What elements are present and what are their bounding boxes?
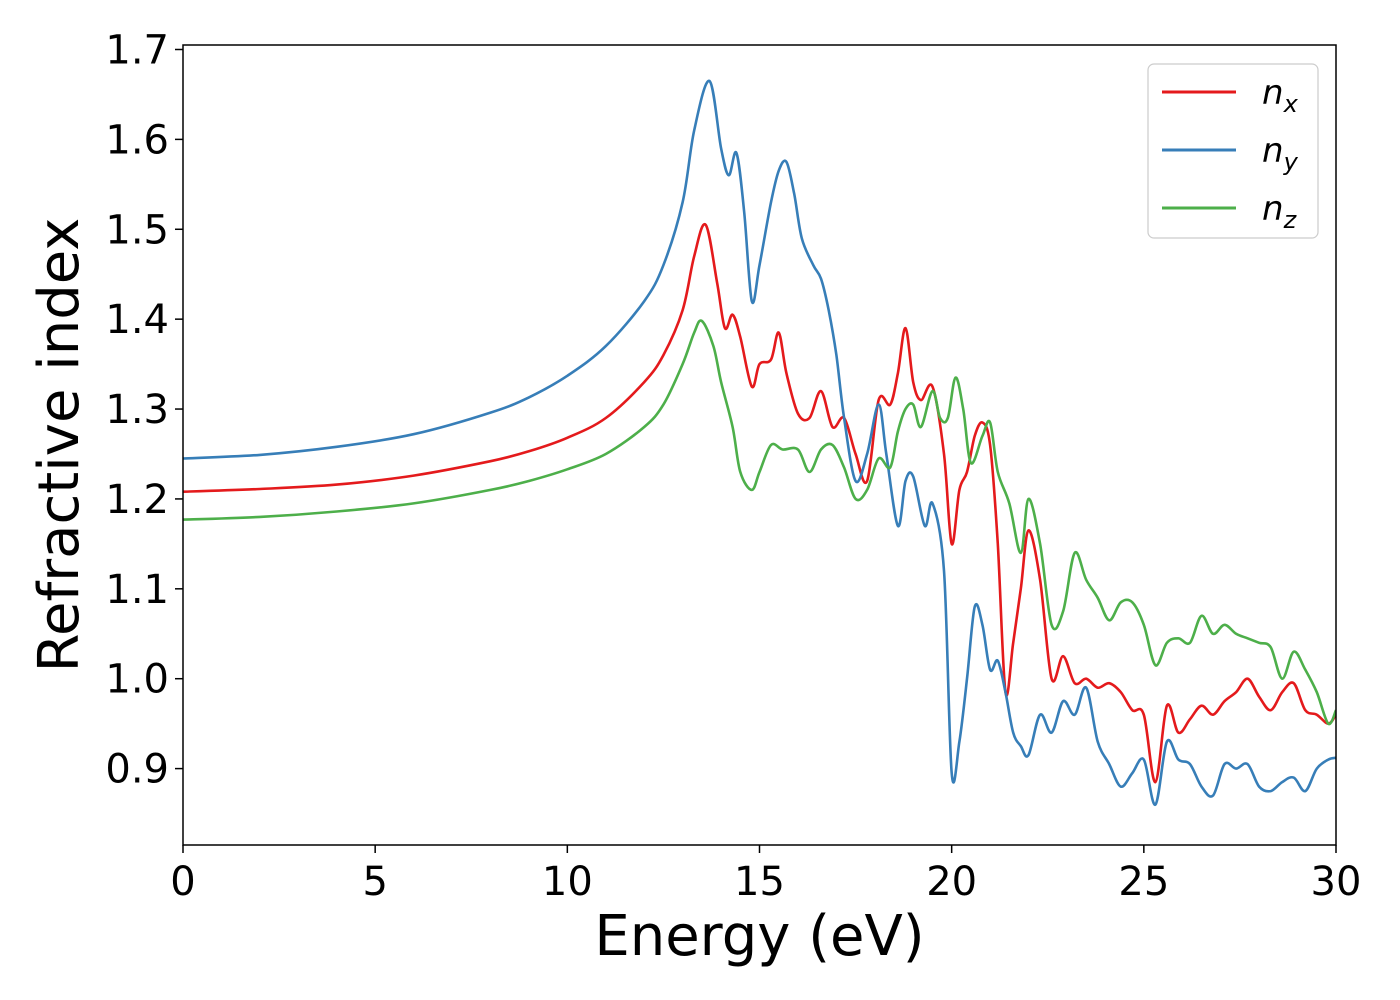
legend-label-nz: nz (1262, 189, 1298, 234)
x-axis: 0 5 10 15 20 25 30 (170, 845, 1361, 905)
legend-label-main: n (1262, 73, 1284, 113)
series-line-nx (183, 222, 1336, 784)
y-tick-label: 1.4 (105, 297, 169, 343)
x-tick-label: 20 (926, 859, 977, 905)
x-tick-label: 0 (170, 859, 195, 905)
y-tick-label: 1.3 (105, 387, 169, 433)
legend-label-subscript: y (1283, 148, 1299, 176)
x-tick-label: 15 (734, 859, 785, 905)
x-tick-label: 5 (362, 859, 387, 905)
x-tick-label: 25 (1118, 859, 1169, 905)
y-tick-label: 0.9 (105, 747, 169, 793)
legend-label-subscript: x (1283, 90, 1299, 118)
y-axis: 0.9 1.0 1.1 1.2 1.3 1.4 1.5 1.6 1.7 (105, 27, 183, 793)
x-tick-label: 30 (1311, 859, 1362, 905)
x-tick-label: 10 (542, 859, 593, 905)
x-axis-label: Energy (eV) (594, 904, 924, 969)
y-tick-label: 1.7 (105, 27, 169, 73)
series-line-nz (183, 319, 1336, 726)
y-tick-label: 1.2 (105, 477, 169, 523)
y-tick-label: 1.6 (105, 117, 169, 163)
series-line-ny (183, 79, 1336, 806)
legend-label-subscript: z (1283, 206, 1298, 234)
y-tick-label: 1.5 (105, 207, 169, 253)
legend-label-main: n (1262, 189, 1284, 229)
legend-label-ny: ny (1262, 131, 1299, 176)
legend-label-main: n (1262, 131, 1284, 171)
curves-layer (183, 79, 1336, 806)
y-tick-label: 1.1 (105, 567, 169, 613)
legend-label-nx: nx (1262, 73, 1299, 118)
y-axis-label: Refractive index (27, 218, 92, 673)
y-tick-label: 1.0 (105, 657, 169, 703)
